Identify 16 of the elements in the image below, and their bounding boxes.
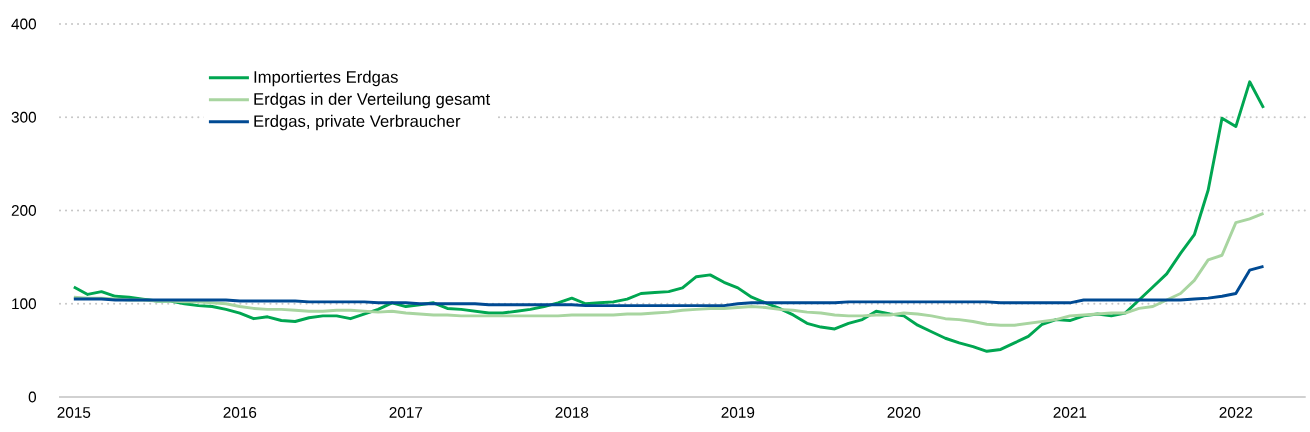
x-tick-label: 2020	[887, 407, 921, 418]
y-tick-label: 100	[12, 298, 37, 310]
legend-label: Erdgas, private Verbraucher	[254, 114, 461, 131]
y-tick-label: 400	[11, 18, 37, 30]
y-tick-label: 0	[28, 391, 37, 403]
legend-label: Erdgas in der Verteilung gesamt	[254, 92, 491, 109]
x-tick-label: 2017	[389, 407, 423, 418]
y-tick-label: 200	[11, 205, 37, 216]
y-tick-label: 300	[11, 111, 37, 123]
x-tick-label: 2015	[57, 407, 91, 418]
legend-label: Importiertes Erdgas	[254, 70, 398, 87]
x-tick-label: 2016	[223, 407, 257, 418]
x-tick-label: 2019	[721, 407, 755, 418]
x-tick-label: 2021	[1053, 407, 1087, 418]
x-tick-label: 2018	[555, 407, 589, 418]
x-tick-label: 2022	[1219, 407, 1253, 418]
